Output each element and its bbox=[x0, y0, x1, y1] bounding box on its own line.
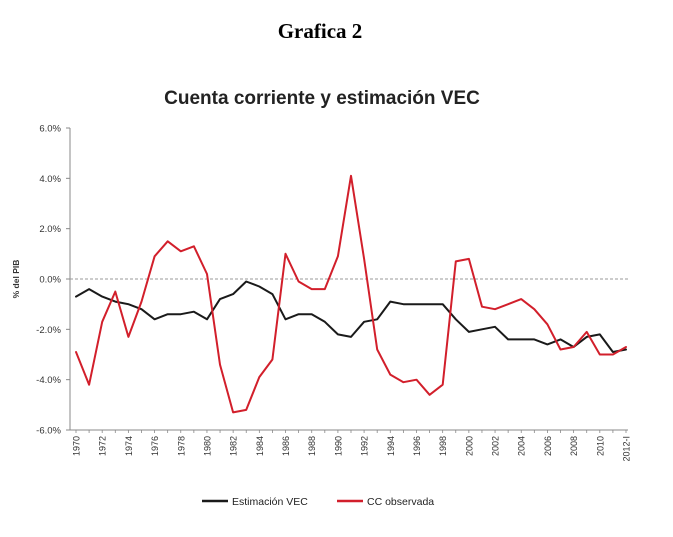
chart-series bbox=[75, 174, 627, 414]
x-tick-label: 1994 bbox=[386, 436, 396, 456]
x-tick-label: 1986 bbox=[281, 436, 291, 456]
x-tick-label: 1978 bbox=[176, 436, 186, 456]
y-tick-label: 2.0% bbox=[39, 224, 61, 235]
x-tick-label: 1980 bbox=[202, 436, 212, 456]
y-tick-label: -6.0% bbox=[36, 426, 61, 437]
x-tick-label: 2004 bbox=[517, 436, 527, 456]
series-line-estimacion-vec bbox=[75, 280, 627, 353]
y-tick-label: -2.0% bbox=[36, 325, 61, 336]
chart-title: Cuenta corriente y estimación VEC bbox=[164, 88, 480, 109]
x-tick-label: 1984 bbox=[255, 436, 265, 456]
y-tick-label: -4.0% bbox=[36, 375, 61, 386]
x-axis: 1970 1972 1974 1976 1978 1980 1982 1984 1986 1988… bbox=[70, 429, 632, 462]
x-tick-label: 2012-I bbox=[622, 436, 632, 462]
page-heading: Grafica 2 bbox=[278, 19, 363, 43]
x-tick-label: 1990 bbox=[333, 436, 343, 456]
x-tick-label: 1982 bbox=[229, 436, 239, 456]
x-tick-label: 2006 bbox=[543, 436, 553, 456]
legend-label-cc-observada: CC observada bbox=[367, 496, 434, 508]
y-axis-label: % del PIB bbox=[11, 260, 21, 299]
x-tick-label: 2000 bbox=[464, 436, 474, 456]
y-tick-label: 0.0% bbox=[39, 275, 61, 286]
series-line-cc-observada bbox=[75, 174, 627, 414]
y-axis: 6.0% 4.0% 2.0% 0.0% -2.0% -4.0% -6.0% bbox=[36, 124, 71, 437]
x-tick-label: 1988 bbox=[307, 436, 317, 456]
x-tick-label: 2008 bbox=[569, 436, 579, 456]
x-tick-label: 1970 bbox=[72, 436, 82, 456]
x-tick-label: 2002 bbox=[491, 436, 501, 456]
y-tick-label: 6.0% bbox=[39, 124, 61, 135]
x-tick-label: 1974 bbox=[124, 436, 134, 456]
x-tick-label: 1996 bbox=[412, 436, 422, 456]
x-tick-label: 1992 bbox=[360, 436, 370, 456]
x-tick-label: 1998 bbox=[438, 436, 448, 456]
legend-label-estimacion-vec: Estimación VEC bbox=[232, 496, 308, 508]
x-tick-label: 2010 bbox=[595, 436, 605, 456]
y-tick-label: 4.0% bbox=[39, 174, 61, 185]
x-tick-label: 1972 bbox=[98, 436, 108, 456]
legend: Estimación VEC CC observada bbox=[202, 496, 434, 508]
x-tick-label: 1976 bbox=[150, 436, 160, 456]
